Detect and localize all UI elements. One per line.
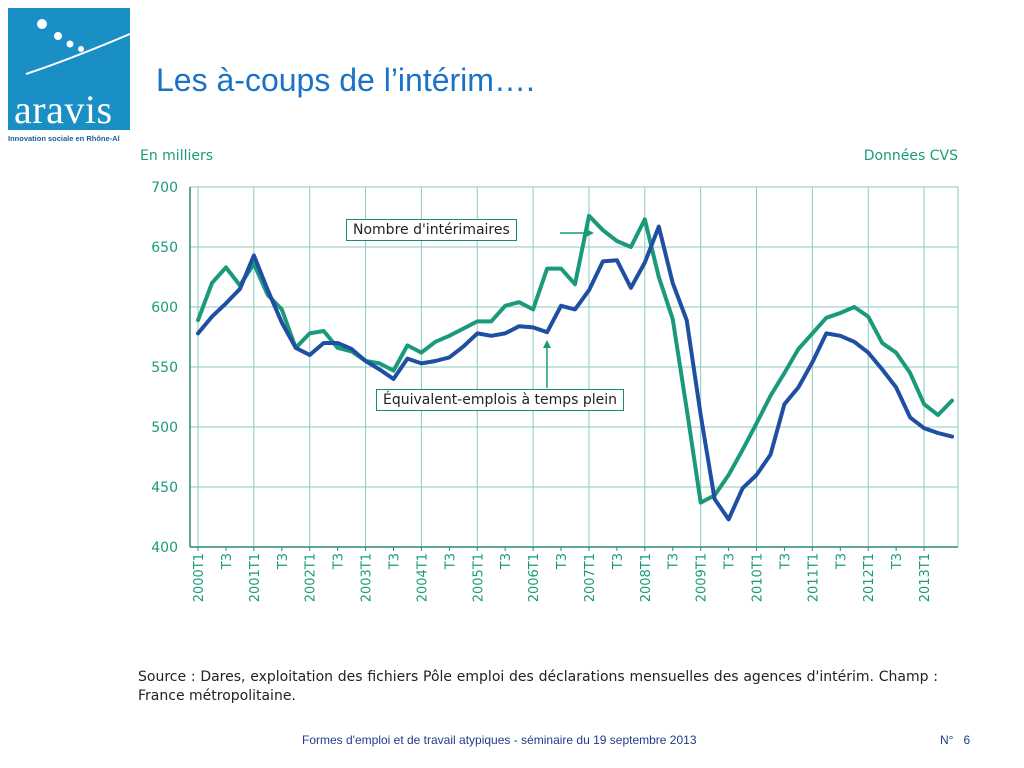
annotation-equivalent-emplois: Équivalent-emplois à temps plein [376,389,625,411]
logo-arc-icon [25,19,130,75]
source-note: Source : Dares, exploitation des fichier… [138,669,938,704]
logo-tagline: Innovation sociale en Rhône-Al [8,134,120,143]
x-tick-label: 2009T1 [695,553,710,602]
x-tick-label: 2003T1 [360,553,375,602]
x-tick-label: T3 [611,553,626,570]
x-tick-label: 2013T1 [918,553,933,602]
y-tick-label: 400 [151,540,178,556]
annotation-nombre-interimaires: Nombre d'intérimaires [346,219,517,241]
x-tick-label: 2010T1 [751,553,766,602]
arrow-head-icon [586,229,594,237]
line-chart: En milliers Données CVS 400 450 500 550 600 650… [140,148,959,602]
y-tick-label: 550 [151,360,178,376]
x-tick-label: 2001T1 [248,553,263,602]
x-tick-label: 2005T1 [471,553,486,602]
x-tick-label: 2006T1 [527,553,542,602]
series-line-equivalent-emplois [196,224,954,522]
arrow-head-icon [543,340,551,348]
x-tick-label: T3 [834,553,849,570]
x-tick-label: T3 [276,553,291,570]
footer-text: Formes d'emploi et de travail atypiques … [302,733,697,747]
y-tick-label: 700 [151,180,178,196]
logo-name: aravis [14,87,113,130]
page-number: N° 6 [940,733,970,747]
y-tick-label: 450 [151,480,178,496]
y-tick-label: 600 [151,300,178,316]
aravis-logo: aravis [8,8,130,130]
x-tick-label: T3 [443,553,458,570]
y-tick-label: 650 [151,240,178,256]
x-tick-label: 2007T1 [583,553,598,602]
x-tick-label: T3 [555,553,570,570]
page-number-label: N° [940,733,954,747]
x-tick-label: 2012T1 [862,553,877,602]
x-tick-label: T3 [723,553,738,570]
x-tick-label: 2008T1 [639,553,654,602]
x-tick-label: 2004T1 [415,553,430,602]
x-tick-label: T3 [778,553,793,570]
series-line-interimaires [196,213,954,505]
x-tick-label: T3 [220,553,235,570]
x-tick-label: 2011T1 [806,553,821,602]
x-tick-label: T3 [332,553,347,570]
x-tick-label: 2002T1 [304,553,319,602]
note-label: Données CVS [864,148,958,164]
x-tick-label: T3 [387,553,402,570]
y-tick-label: 500 [151,420,178,436]
page-title: Les à-coups de l’intérim…. [156,62,535,98]
unit-label: En milliers [140,148,213,164]
page-number-value: 6 [963,733,971,747]
x-tick-label: T3 [890,553,905,570]
x-tick-label: 2000T1 [192,553,207,602]
x-tick-label: T3 [499,553,514,570]
x-tick-label: T3 [667,553,682,570]
